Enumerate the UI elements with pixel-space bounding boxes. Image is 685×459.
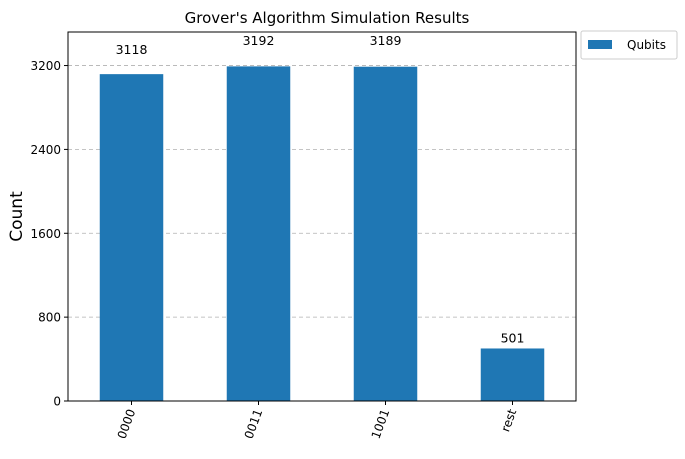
bars: [99, 66, 545, 401]
y-tick-label: 1600: [30, 227, 61, 241]
y-tick-label: 2400: [30, 143, 61, 157]
bar: [353, 66, 418, 401]
bar: [226, 66, 291, 401]
bar: [99, 74, 164, 401]
x-tick-label: 1001: [369, 407, 393, 440]
x-tick-label: 0011: [242, 407, 266, 440]
x-axis-ticks: 0000 0011 1001 rest: [115, 401, 519, 441]
y-tick-label: 0: [53, 395, 61, 409]
bar-data-label: 3118: [116, 42, 148, 57]
data-labels: 3118 3192 3189 501: [116, 33, 525, 345]
x-tick-label: rest: [498, 407, 519, 434]
x-tick-label: 0000: [115, 407, 139, 440]
y-axis-ticks: 0 800 1600 2400 3200: [30, 59, 68, 409]
plot-frame: [67, 31, 577, 402]
legend: Qubits: [580, 30, 678, 60]
y-axis-label: Count: [7, 191, 27, 242]
bar-data-label: 501: [501, 330, 525, 345]
bar-data-label: 3192: [243, 33, 275, 48]
legend-frame: [580, 30, 678, 60]
y-tick-label: 3200: [30, 59, 61, 73]
bar: [480, 348, 545, 401]
chart-title: Grover's Algorithm Simulation Results: [185, 9, 470, 27]
y-tick-label: 800: [38, 311, 61, 325]
bar-data-label: 3189: [370, 33, 402, 48]
legend-label: Qubits: [627, 38, 666, 52]
legend-swatch: [588, 40, 612, 49]
